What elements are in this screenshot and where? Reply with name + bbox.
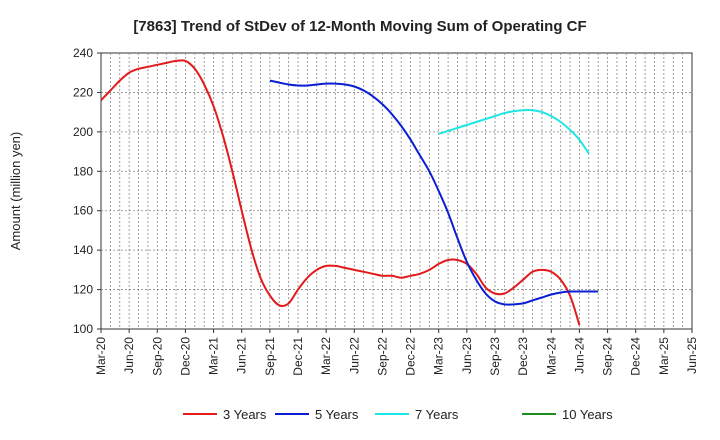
y-tick-label: 160 bbox=[73, 204, 93, 218]
x-tick-label: Sep-21 bbox=[263, 337, 277, 376]
series-lines bbox=[100, 59, 599, 326]
grid bbox=[101, 53, 692, 329]
legend-label-5-years: 5 Years bbox=[315, 407, 359, 422]
x-tick-label: Dec-20 bbox=[178, 337, 192, 376]
x-tick-label: Mar-25 bbox=[657, 337, 671, 375]
x-tick-label: Dec-22 bbox=[404, 337, 418, 376]
x-tick-label: Mar-22 bbox=[319, 337, 333, 375]
x-tick-label: Jun-24 bbox=[572, 337, 586, 374]
x-tick-label: Sep-23 bbox=[488, 337, 502, 376]
x-tick-label: Dec-21 bbox=[291, 337, 305, 376]
x-tick-label: Jun-23 bbox=[460, 337, 474, 374]
x-tick-label: Jun-22 bbox=[347, 337, 361, 374]
y-axis-label: Amount (million yen) bbox=[8, 132, 23, 251]
legend: 3 Years 5 Years 7 Years 10 Years bbox=[183, 407, 613, 422]
x-tick-label: Sep-22 bbox=[375, 337, 389, 376]
x-tick-label: Dec-23 bbox=[516, 337, 530, 376]
plot-area bbox=[100, 52, 693, 330]
legend-label-3-years: 3 Years bbox=[223, 407, 267, 422]
legend-label-7-years: 7 Years bbox=[415, 407, 459, 422]
series-line-5-years bbox=[269, 79, 599, 306]
y-tick-label: 240 bbox=[73, 46, 93, 60]
x-tick-label: Mar-20 bbox=[94, 337, 108, 375]
x-tick-labels: Mar-20 Jun-20 Sep-20 Dec-20 Mar-21 Jun-21 Sep-… bbox=[94, 329, 699, 376]
x-tick-label: Dec-24 bbox=[629, 337, 643, 376]
chart-title: [7863] Trend of StDev of 12-Month Moving… bbox=[133, 18, 586, 35]
y-tick-labels: 100 120 140 160 180 200 220 240 bbox=[73, 46, 101, 336]
x-tick-label: Mar-21 bbox=[207, 337, 221, 375]
series-line-7-years bbox=[438, 108, 590, 155]
y-tick-label: 180 bbox=[73, 164, 93, 178]
series-line-3-years bbox=[100, 59, 581, 326]
x-tick-label: Sep-24 bbox=[601, 337, 615, 376]
y-tick-label: 100 bbox=[73, 322, 93, 336]
x-tick-label: Jun-20 bbox=[122, 337, 136, 374]
y-tick-label: 220 bbox=[73, 85, 93, 99]
x-tick-label: Jun-21 bbox=[235, 337, 249, 374]
plot-frame bbox=[100, 52, 693, 330]
y-tick-label: 200 bbox=[73, 125, 93, 139]
x-tick-label: Jun-25 bbox=[685, 337, 699, 374]
x-tick-label: Mar-24 bbox=[544, 337, 558, 375]
y-tick-label: 120 bbox=[73, 283, 93, 297]
x-tick-label: Mar-23 bbox=[432, 337, 446, 375]
x-tick-label: Sep-20 bbox=[150, 337, 164, 376]
legend-label-10-years: 10 Years bbox=[562, 407, 613, 422]
y-tick-label: 140 bbox=[73, 243, 93, 257]
